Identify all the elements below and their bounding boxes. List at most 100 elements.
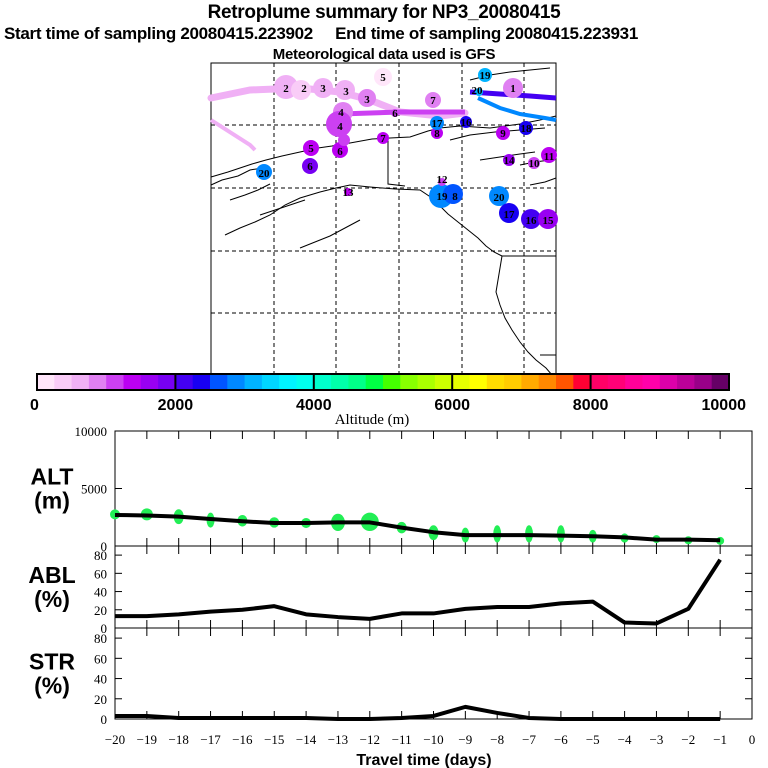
colorbar-cell	[659, 374, 678, 390]
marker-label: 17	[504, 209, 516, 221]
trajectory-marker	[358, 89, 376, 107]
colorbar-cell	[140, 374, 159, 390]
trajectory-marker	[326, 111, 352, 137]
trajectory-marker	[391, 109, 399, 117]
colorbar-cell	[123, 374, 142, 390]
y-tick-label: 20	[94, 692, 107, 707]
y-tick-label: 40	[94, 672, 107, 687]
y-tick-label: 0	[101, 712, 108, 727]
trajectory-marker	[499, 203, 519, 223]
x-tick-label: −16	[232, 732, 253, 747]
trajectory-marker	[503, 78, 523, 98]
colorbar-cell	[677, 374, 695, 390]
colorbar-cell	[37, 374, 55, 390]
x-tick-label: −7	[522, 732, 536, 747]
colorbar-cell	[296, 374, 315, 390]
colorbar-tick-label: 10000	[702, 397, 747, 414]
marker-label: 7	[380, 133, 386, 145]
marker-label: 8	[452, 191, 458, 203]
colorbar-tick-label: 6000	[434, 397, 470, 414]
time-series-panels: 0500010000ALT(m)020406080ABL(%)020406080…	[28, 424, 755, 747]
start-time-label: Start time of sampling 20080415.223902	[4, 24, 313, 43]
trajectory-marker	[338, 134, 350, 146]
colorbar-cell	[625, 374, 643, 390]
coastline	[210, 167, 263, 186]
met-data-label: Meteorological data used is GFS	[272, 46, 496, 63]
trajectory-marker	[528, 157, 540, 169]
x-tick-label: −10	[423, 732, 443, 747]
trajectory-marker	[478, 68, 492, 82]
colorbar-tick-label: 8000	[573, 397, 609, 414]
track-blue	[477, 96, 557, 122]
colorbar-cell	[538, 374, 557, 390]
coastline	[210, 115, 557, 178]
coastline	[387, 135, 406, 187]
colorbar-cell	[244, 374, 263, 390]
colorbar-cell	[590, 374, 609, 390]
marker-label: 7	[430, 95, 436, 107]
colorbar-cell	[486, 374, 505, 390]
series-line-abl	[115, 558, 722, 626]
x-tick-label: −4	[618, 732, 632, 747]
colorbar-cell	[452, 374, 470, 390]
trajectory-marker	[430, 116, 444, 130]
colorbar-cell	[711, 374, 730, 390]
colorbar-cell	[383, 374, 401, 390]
trajectory-marker	[489, 186, 509, 206]
marker-label: 12	[437, 174, 449, 186]
trajectory-marker	[431, 127, 443, 139]
trajectory-marker	[377, 132, 389, 144]
panel-ylabel: (%)	[34, 673, 70, 699]
marker-label: 20	[494, 192, 506, 204]
panel-ylabel: ABL	[28, 562, 75, 588]
trajectory-marker	[344, 188, 352, 196]
y-tick-label: 0	[101, 539, 108, 554]
coastline	[495, 255, 553, 376]
marker-label: 15	[543, 215, 555, 227]
colorbar-cell	[158, 374, 176, 390]
trajectory-marker	[475, 88, 483, 96]
coastline	[299, 219, 361, 249]
x-tick-label: −9	[458, 732, 472, 747]
colorbar-label: Altitude (m)	[335, 412, 410, 428]
x-tick-label: −19	[137, 732, 157, 747]
x-tick-label: −1	[713, 732, 727, 747]
x-tick-label: −18	[169, 732, 189, 747]
panel-frame	[114, 627, 753, 720]
marker-label: 6	[392, 108, 398, 120]
marker-label: 16	[526, 215, 538, 227]
trajectory-marker	[374, 68, 392, 86]
coastline	[224, 184, 503, 257]
colorbar-cell	[175, 374, 194, 390]
chart-title: Retroplume summary for NP3_20080415	[207, 2, 561, 23]
x-tick-label: −13	[328, 732, 348, 747]
trajectory-marker	[496, 126, 510, 140]
trajectory-marker	[425, 92, 441, 108]
x-tick-label: −2	[681, 732, 695, 747]
marker-label: 1	[510, 83, 516, 95]
y-tick-label: 40	[94, 585, 107, 600]
y-tick-label: 60	[94, 651, 107, 666]
marker-label: 6	[337, 146, 343, 158]
colorbar-cell	[279, 374, 297, 390]
marker-label: 14	[504, 155, 516, 167]
track-mid	[339, 109, 465, 117]
marker-label: 3	[343, 86, 349, 98]
y-tick-label: 60	[94, 566, 107, 581]
altitude-colorbar: 0 2000 4000 6000 8000 10000	[30, 373, 747, 414]
marker-label: 9	[500, 128, 506, 140]
x-tick-label: −20	[105, 732, 125, 747]
colorbar-cell	[313, 374, 332, 390]
marker-label: 5	[380, 72, 386, 84]
panel-alt: 0 5000 10000 ALT(m)	[30, 424, 753, 554]
colorbar-cell	[227, 374, 246, 390]
series-line-str	[115, 704, 721, 721]
marker-label: 3	[320, 83, 326, 95]
marker-label: 19	[437, 191, 449, 203]
trajectory-marker	[519, 121, 533, 135]
colorbar-cell	[331, 374, 349, 390]
marker-label: 8	[434, 128, 440, 140]
